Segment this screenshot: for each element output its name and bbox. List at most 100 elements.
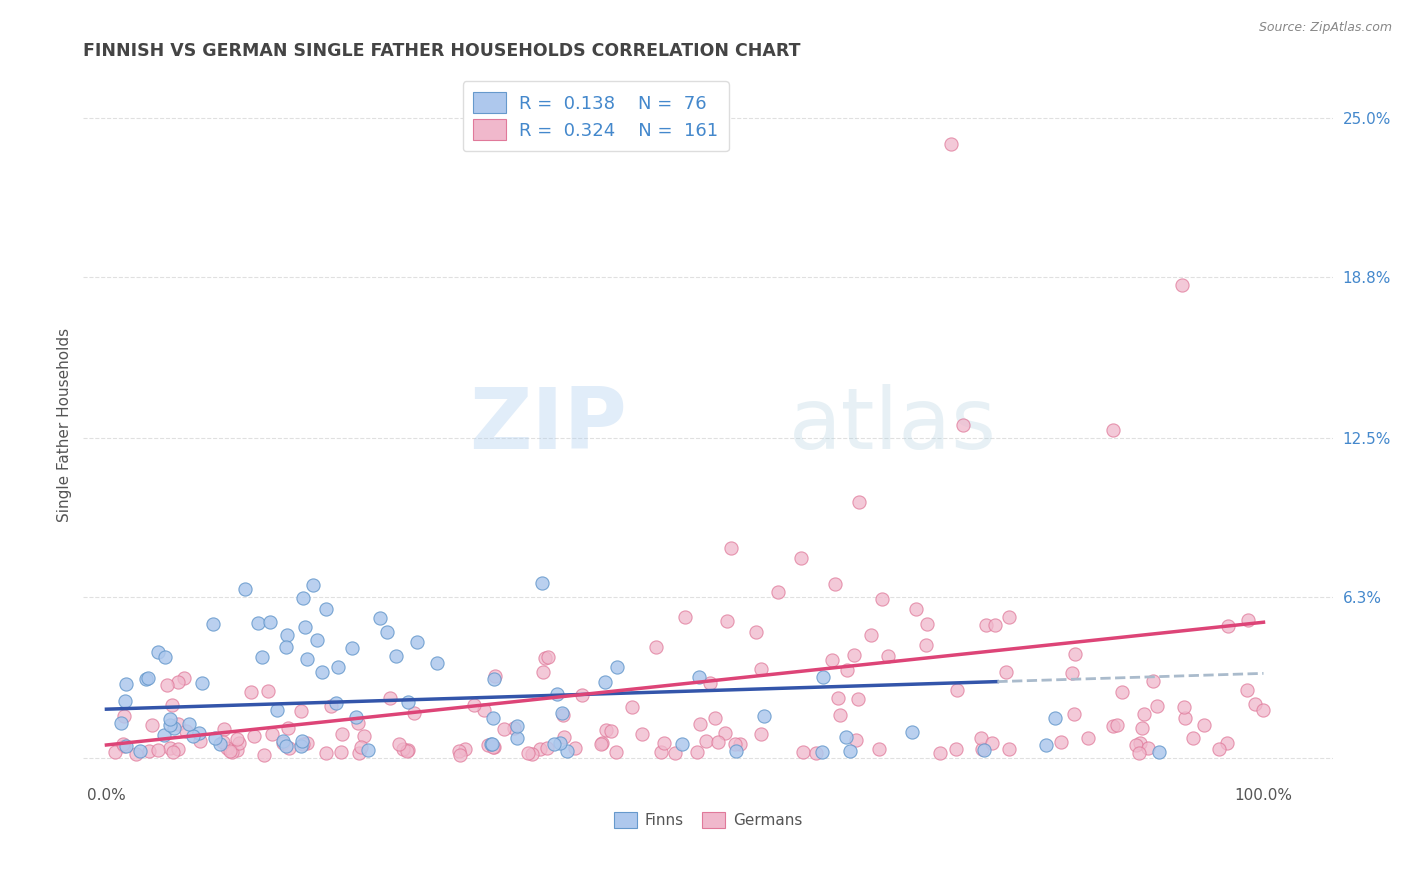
Point: [1102, 424, 1125, 438]
Point: [398, 743, 420, 757]
Text: FINNISH VS GERMAN SINGLE FATHER HOUSEHOLDS CORRELATION CHART: FINNISH VS GERMAN SINGLE FATHER HOUSEHOL…: [83, 42, 801, 60]
Point: [1035, 738, 1057, 752]
Point: [246, 615, 269, 630]
Point: [1244, 697, 1267, 711]
Point: [828, 708, 851, 723]
Point: [344, 710, 367, 724]
Point: [135, 673, 157, 687]
Point: [685, 746, 707, 760]
Point: [291, 734, 314, 748]
Point: [506, 719, 529, 733]
Point: [724, 737, 747, 751]
Point: [534, 650, 557, 665]
Point: [253, 747, 276, 762]
Point: [177, 717, 200, 731]
Point: [1237, 613, 1260, 627]
Point: [531, 665, 554, 680]
Point: [136, 672, 159, 686]
Point: [751, 727, 773, 741]
Point: [159, 741, 181, 756]
Point: [159, 712, 181, 726]
Point: [824, 577, 846, 591]
Point: [297, 651, 319, 665]
Point: [141, 718, 163, 732]
Point: [981, 737, 1004, 751]
Point: [167, 717, 190, 731]
Point: [553, 708, 575, 723]
Point: [571, 688, 593, 702]
Point: [839, 744, 862, 758]
Point: [995, 665, 1018, 680]
Point: [494, 722, 516, 736]
Point: [689, 717, 711, 731]
Point: [162, 745, 184, 759]
Point: [138, 744, 160, 758]
Point: [974, 617, 997, 632]
Point: [1194, 717, 1216, 731]
Point: [1142, 673, 1164, 688]
Point: [1137, 740, 1160, 755]
Point: [664, 746, 686, 760]
Point: [1129, 736, 1152, 750]
Point: [1181, 731, 1204, 745]
Point: [183, 729, 205, 743]
Point: [146, 645, 169, 659]
Point: [257, 684, 280, 698]
Point: [463, 698, 485, 713]
Point: [356, 743, 378, 757]
Point: [1077, 731, 1099, 746]
Point: [307, 633, 329, 648]
Point: [844, 648, 866, 662]
Point: [688, 670, 710, 684]
Point: [1146, 699, 1168, 714]
Point: [449, 744, 471, 758]
Point: [998, 610, 1021, 624]
Point: [631, 726, 654, 740]
Point: [1173, 700, 1195, 714]
Point: [543, 737, 565, 751]
Point: [749, 662, 772, 676]
Point: [204, 731, 226, 745]
Point: [160, 698, 183, 712]
Point: [725, 743, 748, 757]
Point: [404, 706, 426, 720]
Text: Source: ZipAtlas.com: Source: ZipAtlas.com: [1258, 21, 1392, 34]
Point: [188, 726, 211, 740]
Point: [174, 724, 197, 739]
Point: [219, 744, 242, 758]
Point: [148, 743, 170, 757]
Point: [163, 721, 186, 735]
Point: [716, 614, 738, 628]
Point: [225, 732, 247, 747]
Point: [900, 725, 922, 739]
Point: [208, 737, 231, 751]
Point: [315, 602, 337, 616]
Point: [239, 685, 262, 699]
Point: [330, 745, 353, 759]
Point: [290, 704, 312, 718]
Point: [973, 742, 995, 756]
Point: [905, 602, 928, 616]
Point: [228, 736, 250, 750]
Point: [1060, 665, 1083, 680]
Point: [789, 551, 811, 566]
Point: [766, 584, 789, 599]
Point: [250, 649, 273, 664]
Point: [589, 737, 612, 751]
Point: [276, 739, 298, 753]
Point: [605, 745, 627, 759]
Point: [868, 742, 890, 756]
Point: [945, 742, 967, 756]
Point: [546, 687, 568, 701]
Point: [591, 736, 613, 750]
Point: [347, 746, 370, 760]
Point: [915, 638, 938, 652]
Point: [704, 711, 727, 725]
Point: [520, 747, 543, 761]
Point: [262, 727, 284, 741]
Point: [211, 734, 233, 748]
Point: [595, 675, 617, 690]
Point: [1125, 739, 1147, 753]
Point: [481, 737, 503, 751]
Point: [266, 702, 288, 716]
